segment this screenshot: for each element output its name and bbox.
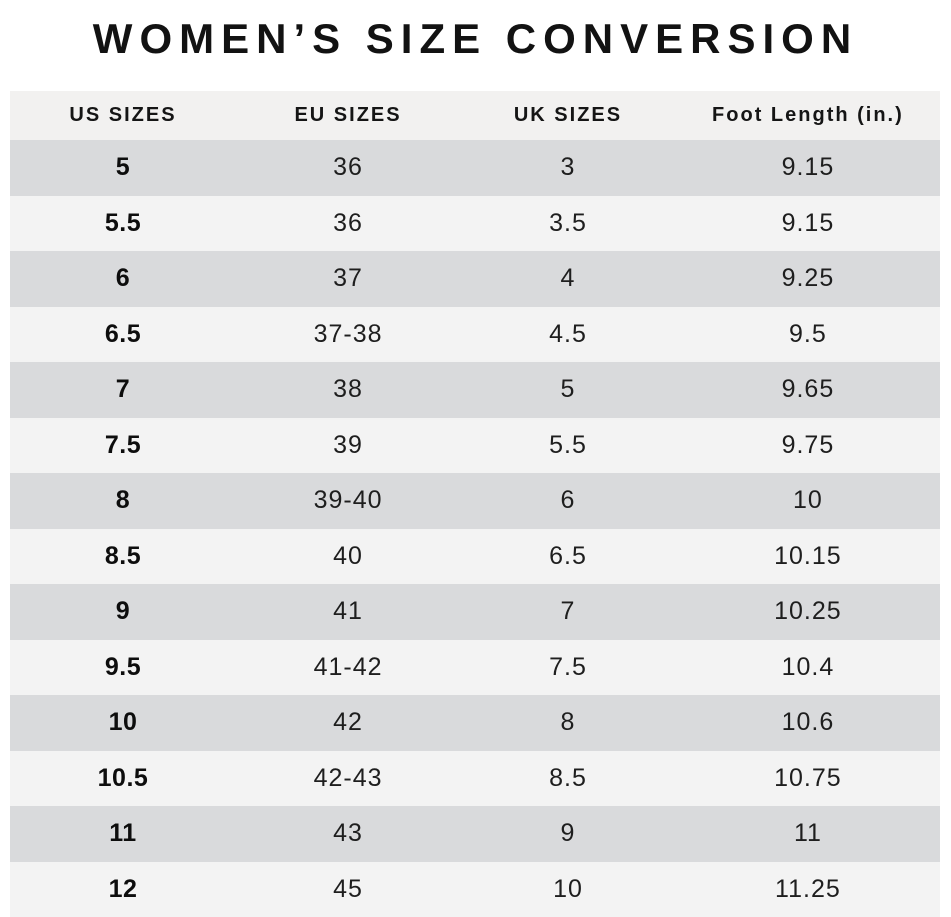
header-eu-sizes: EU SIZES [294, 104, 402, 126]
cell-eu-size: 39 [333, 430, 363, 459]
cell-foot-length: 11.25 [775, 874, 841, 903]
cell-us-size: 9.5 [104, 652, 142, 681]
cell-us-size: 11 [109, 819, 137, 848]
cell-foot-length: 9.15 [781, 208, 835, 237]
cell-us-size: 8.5 [104, 541, 142, 570]
table-row: 5.5 36 3.5 9.15 [10, 195, 940, 251]
cell-eu-size: 36 [333, 208, 363, 237]
cell-foot-length: 10.4 [781, 652, 835, 681]
cell-uk-size: 3.5 [549, 208, 587, 237]
table-row: 12 45 10 11.25 [10, 861, 940, 917]
cell-eu-size: 37-38 [313, 319, 383, 348]
cell-us-size: 5.5 [104, 208, 142, 237]
cell-uk-size: 4.5 [549, 319, 587, 348]
header-uk-sizes: UK SIZES [513, 104, 623, 126]
cell-eu-size: 36 [333, 153, 363, 182]
table-row: 7.5 39 5.5 9.75 [10, 417, 940, 473]
cell-foot-length: 9.15 [781, 153, 835, 182]
cell-eu-size: 41-42 [313, 652, 383, 681]
table-row: 6 37 4 9.25 [10, 251, 940, 307]
cell-us-size: 6 [115, 264, 131, 293]
cell-uk-size: 4 [560, 264, 576, 293]
cell-eu-size: 42 [333, 708, 363, 737]
cell-foot-length: 10.15 [774, 541, 842, 570]
cell-foot-length: 10 [793, 486, 823, 515]
table-row: 7 38 5 9.65 [10, 362, 940, 418]
cell-eu-size: 42-43 [313, 763, 383, 792]
header-foot-length: Foot Length (in.) [712, 104, 904, 126]
cell-eu-size: 37 [333, 264, 363, 293]
cell-uk-size: 6 [560, 486, 576, 515]
page-title: WOMEN’S SIZE CONVERSION [92, 15, 859, 62]
cell-foot-length: 10.6 [781, 708, 835, 737]
cell-eu-size: 39-40 [313, 486, 383, 515]
cell-foot-length: 10.75 [774, 763, 842, 792]
cell-uk-size: 3 [560, 153, 576, 182]
cell-uk-size: 5 [560, 375, 576, 404]
cell-uk-size: 8.5 [549, 763, 587, 792]
cell-uk-size: 7.5 [549, 652, 587, 681]
cell-uk-size: 10 [553, 874, 583, 903]
table-row: 11 43 9 11 [10, 806, 940, 862]
header-us-sizes: US SIZES [69, 104, 177, 126]
cell-uk-size: 6.5 [549, 541, 587, 570]
cell-foot-length: 9.75 [781, 430, 835, 459]
cell-uk-size: 5.5 [549, 430, 587, 459]
cell-uk-size: 7 [560, 597, 576, 626]
cell-foot-length: 10.25 [774, 597, 842, 626]
table-header-row: US SIZES EU SIZES UK SIZES Foot Length (… [10, 91, 940, 140]
table-row: 8 39-40 6 10 [10, 473, 940, 529]
cell-eu-size: 41 [333, 597, 363, 626]
cell-foot-length: 9.5 [789, 319, 827, 348]
cell-us-size: 10.5 [97, 763, 149, 792]
cell-us-size: 8 [115, 486, 131, 515]
cell-us-size: 6.5 [104, 319, 142, 348]
cell-uk-size: 8 [560, 708, 576, 737]
table-row: 5 36 3 9.15 [10, 140, 940, 196]
cell-us-size: 10 [108, 708, 138, 737]
cell-us-size: 5 [115, 153, 131, 182]
size-conversion-table: US SIZES EU SIZES UK SIZES Foot Length (… [10, 91, 940, 917]
cell-us-size: 9 [115, 597, 131, 626]
cell-eu-size: 45 [333, 874, 363, 903]
cell-uk-size: 9 [560, 819, 576, 848]
cell-eu-size: 38 [333, 375, 363, 404]
cell-eu-size: 43 [333, 819, 363, 848]
table-row: 9.5 41-42 7.5 10.4 [10, 639, 940, 695]
cell-foot-length: 11 [793, 819, 822, 848]
cell-us-size: 7 [115, 375, 131, 404]
table-row: 10.5 42-43 8.5 10.75 [10, 750, 940, 806]
cell-foot-length: 9.65 [781, 375, 835, 404]
table-row: 8.5 40 6.5 10.15 [10, 528, 940, 584]
cell-us-size: 7.5 [104, 430, 142, 459]
cell-foot-length: 9.25 [781, 264, 835, 293]
table-row: 6.5 37-38 4.5 9.5 [10, 306, 940, 362]
table-row: 9 41 7 10.25 [10, 584, 940, 640]
cell-us-size: 12 [108, 874, 138, 903]
table-row: 10 42 8 10.6 [10, 695, 940, 751]
cell-eu-size: 40 [333, 541, 363, 570]
